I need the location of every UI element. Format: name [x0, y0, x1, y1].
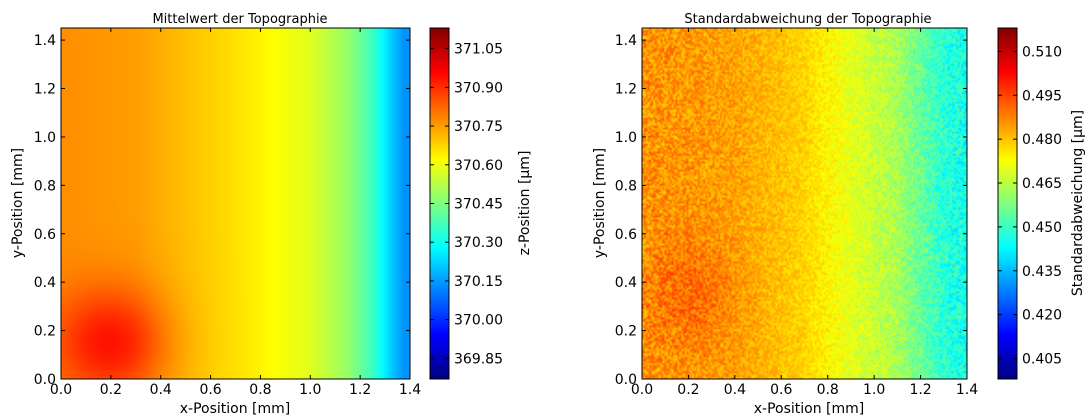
x-tick-label-std: 0.6 — [770, 382, 792, 398]
y-tick-label-mean: 1.4 — [34, 33, 56, 49]
y-tick-label-mean: 0.2 — [34, 324, 56, 340]
y-tick-label-std: 0.2 — [615, 324, 637, 340]
y-tick-label-std: 0.4 — [615, 275, 637, 291]
colorbar-tick-label-mean: 369.85 — [454, 351, 503, 367]
y-tick-label-mean: 0.8 — [34, 178, 56, 194]
y-tick-label-std: 0.6 — [615, 227, 637, 243]
x-axis-label-mean: x-Position [mm] — [180, 401, 291, 417]
colorbar-tick-label-mean: 370.30 — [454, 235, 503, 251]
x-axis-label-std: x-Position [mm] — [754, 401, 865, 417]
y-axis-ticks-mean: 0.0 0.2 0.4 0.6 0.8 1.0 1.2 1.4 — [34, 33, 410, 388]
colorbar-frame-std — [997, 27, 1018, 380]
colorbar-tick-label-mean: 370.45 — [454, 197, 503, 213]
y-tick-label-std: 1.4 — [615, 33, 637, 49]
x-tick-label-std: 0.0 — [631, 382, 653, 398]
colorbar-tick-label-mean: 370.75 — [454, 119, 503, 135]
colorbar-tick-label-mean: 370.00 — [454, 313, 503, 329]
panel-std: Standardabweichung der Topographie 0.0 0.… — [592, 12, 1086, 417]
y-tick-label-std: 1.2 — [615, 82, 637, 98]
x-tick-label-mean: 1.2 — [349, 382, 371, 398]
x-tick-label-mean: 0.6 — [199, 382, 221, 398]
y-tick-label-mean: 1.0 — [34, 130, 56, 146]
y-axis-label-std: y-Position [mm] — [592, 148, 608, 258]
colorbar-tick-label-mean: 370.90 — [454, 80, 503, 96]
colorbar-tick-label-std: 0.465 — [1022, 176, 1062, 192]
y-tick-label-mean: 0.6 — [34, 227, 56, 243]
colorbar-std — [998, 28, 1017, 379]
plot-title-mean: Mittelwert der Topographie — [152, 12, 327, 27]
x-tick-label-std: 0.4 — [724, 382, 746, 398]
colorbar-tick-label-std: 0.450 — [1022, 220, 1062, 236]
colorbar-label-mean: z-Position [µm] — [517, 151, 533, 256]
plot-frame-mean — [60, 27, 411, 380]
colorbar-tick-label-std: 0.495 — [1022, 88, 1062, 104]
colorbar-mean — [430, 28, 449, 379]
x-tick-label-mean: 0.8 — [249, 382, 271, 398]
colorbar-tick-label-std: 0.420 — [1022, 308, 1062, 324]
colorbar-tick-label-std: 0.510 — [1022, 44, 1062, 60]
x-tick-label-std: 1.4 — [956, 382, 978, 398]
heatmap-mean — [61, 28, 410, 379]
colorbar-ticks-mean: 369.85 370.00 370.15 370.30 370.45 370.60 370.… — [430, 42, 503, 367]
colorbar-ticks-std: 0.405 0.420 0.435 0.450 0.465 0.480 0.495 0.510 — [998, 44, 1062, 368]
colorbar-label-std: Standardabweichung [µm] — [1070, 110, 1086, 296]
plot-frame-std — [641, 27, 968, 380]
y-tick-label-std: 0.0 — [615, 372, 637, 388]
y-tick-label-std: 1.0 — [615, 130, 637, 146]
x-tick-label-mean: 0.4 — [150, 382, 172, 398]
colorbar-tick-label-std: 0.480 — [1022, 132, 1062, 148]
x-tick-label-mean: 0.0 — [50, 382, 72, 398]
panel-mean: Mittelwert der Topographie 0.0 0.2 0.4 0.6 0… — [10, 12, 533, 417]
y-tick-label-mean: 0.0 — [34, 372, 56, 388]
x-tick-label-std: 0.2 — [677, 382, 699, 398]
x-axis-ticks-mean: 0.0 0.2 0.4 0.6 0.8 1.0 1.2 1.4 — [50, 28, 421, 398]
colorbar-tick-label-std: 0.435 — [1022, 264, 1062, 280]
colorbar-tick-label-mean: 371.05 — [454, 42, 503, 58]
y-tick-label-mean: 1.2 — [34, 82, 56, 98]
x-axis-ticks-std: 0.0 0.2 0.4 0.6 0.8 1.0 1.2 1.4 — [631, 28, 978, 398]
colorbar-tick-label-mean: 370.15 — [454, 274, 503, 290]
x-tick-label-std: 1.0 — [863, 382, 885, 398]
x-tick-label-std: 0.8 — [817, 382, 839, 398]
y-axis-label-mean: y-Position [mm] — [10, 148, 26, 258]
x-tick-label-std: 1.2 — [909, 382, 931, 398]
y-axis-ticks-std: 0.0 0.2 0.4 0.6 0.8 1.0 1.2 1.4 — [615, 33, 967, 388]
colorbar-tick-label-std: 0.405 — [1022, 352, 1062, 368]
heatmap-std — [642, 28, 967, 379]
x-tick-label-mean: 0.2 — [100, 382, 122, 398]
colorbar-tick-label-mean: 370.60 — [454, 158, 503, 174]
y-tick-label-mean: 0.4 — [34, 275, 56, 291]
y-tick-label-std: 0.8 — [615, 178, 637, 194]
plot-title-std: Standardabweichung der Topographie — [684, 12, 931, 27]
x-tick-label-mean: 1.4 — [399, 382, 421, 398]
x-tick-label-mean: 1.0 — [299, 382, 321, 398]
